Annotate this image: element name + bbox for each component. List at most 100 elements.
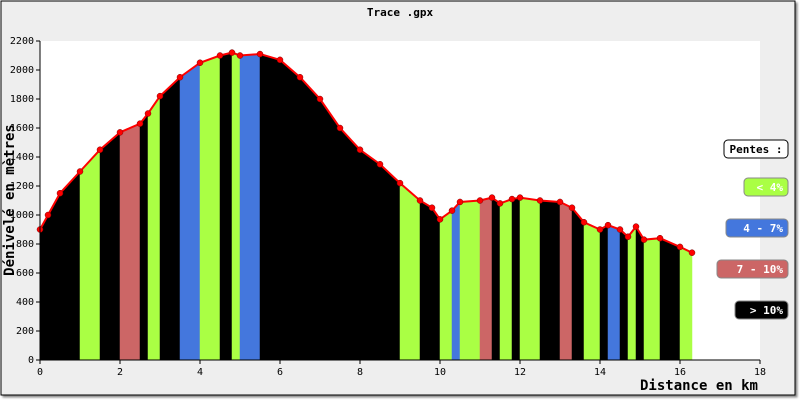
profile-point bbox=[44, 211, 52, 219]
slope-segment bbox=[619, 228, 629, 361]
profile-point bbox=[428, 204, 436, 211]
x-tick-label: 14 bbox=[594, 367, 606, 378]
slope-segment bbox=[679, 246, 693, 361]
slope-segment bbox=[459, 200, 481, 361]
profile-point bbox=[236, 52, 244, 59]
y-tick-label: 0 bbox=[28, 355, 34, 366]
slope-segment bbox=[99, 131, 121, 361]
y-tick-label: 2000 bbox=[10, 65, 34, 76]
profile-point bbox=[556, 198, 564, 206]
profile-point bbox=[416, 197, 424, 204]
slope-segment bbox=[491, 197, 501, 361]
y-tick-label: 2200 bbox=[10, 36, 34, 47]
profile-point bbox=[632, 223, 640, 230]
y-tick-label: 1400 bbox=[10, 152, 34, 163]
profile-point bbox=[688, 249, 696, 256]
slope-segment bbox=[519, 197, 541, 361]
profile-point bbox=[640, 236, 648, 243]
profile-point bbox=[176, 74, 184, 81]
slope-segment bbox=[499, 198, 513, 361]
legend-title-box bbox=[723, 139, 789, 159]
x-tick-label: 2 bbox=[117, 367, 123, 378]
slope-segment bbox=[635, 225, 645, 361]
y-tick-label: 1000 bbox=[10, 210, 34, 221]
profile-point bbox=[456, 198, 464, 206]
slope-segment bbox=[511, 197, 521, 361]
x-axis-label: Distance en km bbox=[640, 378, 758, 394]
profile-point bbox=[96, 146, 104, 153]
chart-title: Trace .gpx bbox=[367, 6, 434, 19]
y-tick-label: 1800 bbox=[10, 94, 34, 105]
legend: Pentes : < 4% 4 - 7% 7 - 10% > 10% bbox=[716, 139, 789, 320]
slope-segment bbox=[319, 98, 341, 361]
profile-point bbox=[596, 226, 604, 233]
profile-point bbox=[196, 59, 204, 66]
profile-point bbox=[356, 146, 364, 153]
profile-point bbox=[616, 226, 624, 233]
profile-point bbox=[580, 219, 588, 226]
profile-point bbox=[676, 243, 684, 251]
slope-segment bbox=[599, 224, 609, 361]
slope-segment bbox=[379, 163, 401, 361]
slope-segment bbox=[279, 59, 301, 361]
profile-point bbox=[568, 204, 576, 211]
slope-segment bbox=[79, 149, 101, 361]
slope-segment bbox=[47, 193, 61, 361]
x-tick-label: 16 bbox=[674, 367, 686, 378]
profile-point bbox=[228, 49, 236, 56]
y-tick-label: 1200 bbox=[10, 181, 34, 192]
profile-point bbox=[216, 52, 224, 59]
slope-segment bbox=[147, 95, 161, 361]
slope-segment bbox=[159, 76, 181, 361]
profile-point bbox=[488, 194, 496, 201]
slope-segment bbox=[59, 170, 81, 361]
profile-point bbox=[448, 207, 456, 214]
y-tick-label: 400 bbox=[16, 297, 34, 308]
profile-point bbox=[144, 110, 152, 117]
profile-point bbox=[536, 197, 544, 204]
slope-segment bbox=[643, 237, 661, 361]
legend-swatch bbox=[743, 177, 789, 197]
slope-segment bbox=[559, 201, 573, 361]
slope-segment bbox=[659, 237, 681, 361]
profile-point bbox=[396, 179, 404, 187]
slope-segment bbox=[359, 149, 381, 361]
slope-segment bbox=[451, 201, 461, 361]
slope-segment bbox=[259, 53, 281, 361]
legend-label: > 10% bbox=[750, 304, 783, 317]
slope-segment bbox=[607, 224, 621, 361]
profile-point bbox=[296, 74, 304, 81]
slope-segment bbox=[439, 210, 453, 361]
profile-point bbox=[116, 129, 124, 136]
profile-point bbox=[336, 124, 344, 132]
x-tick-label: 6 bbox=[277, 367, 283, 378]
legend-swatch bbox=[725, 218, 789, 238]
x-tick-label: 10 bbox=[434, 367, 446, 378]
slope-segment bbox=[231, 52, 241, 361]
slope-segment bbox=[299, 76, 321, 361]
profile-point bbox=[316, 95, 324, 103]
slope-segment bbox=[339, 127, 361, 361]
slope-segment bbox=[627, 225, 637, 361]
profile-point bbox=[604, 221, 612, 229]
slope-segment bbox=[39, 214, 49, 361]
y-tick-label: 200 bbox=[16, 326, 34, 337]
slope-segment bbox=[199, 55, 221, 361]
y-tick-label: 1600 bbox=[10, 123, 34, 134]
profile-point bbox=[516, 194, 524, 201]
legend-swatch bbox=[734, 300, 789, 320]
y-axis-label: Dénivelé en mètres bbox=[2, 124, 18, 276]
y-tick-label: 800 bbox=[16, 239, 34, 250]
profile-point bbox=[136, 120, 144, 127]
profile-point bbox=[156, 92, 164, 100]
profile-point bbox=[76, 168, 84, 175]
x-tick-label: 0 bbox=[37, 367, 43, 378]
profile-point bbox=[656, 234, 664, 242]
slope-segment bbox=[539, 200, 561, 361]
slope-segment bbox=[419, 200, 433, 361]
slope-segment bbox=[431, 206, 441, 361]
slope-segment bbox=[219, 52, 233, 361]
profile-point bbox=[56, 190, 64, 197]
x-tick-label: 18 bbox=[754, 367, 766, 378]
